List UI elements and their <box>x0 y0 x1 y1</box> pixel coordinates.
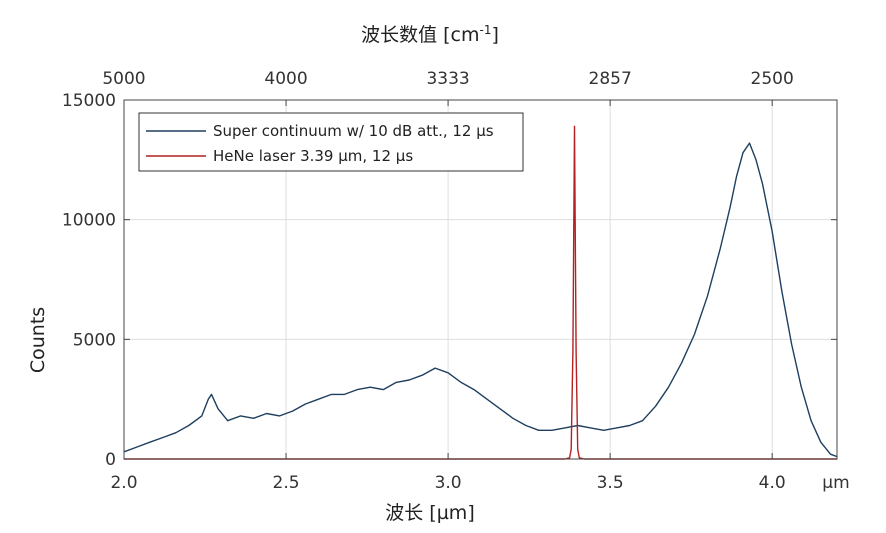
y-tick-label-0: 0 <box>105 450 116 470</box>
series-line-0 <box>123 142 838 458</box>
x2-tick-label-3: 2857 <box>589 69 632 89</box>
series-layer <box>123 125 838 460</box>
x-tick-label-3: 3.5 <box>597 473 624 493</box>
plot-frame <box>123 99 838 460</box>
x-axis-title: 波长 [µm] <box>385 502 474 524</box>
legend-label-hene-laser: HeNe laser 3.39 µm, 12 µs <box>213 147 413 165</box>
x2-axis-title-main: 波长数值 [cm <box>361 24 479 46</box>
x2-axis-title: 波长数值 [cm-1] <box>361 23 499 46</box>
x2-tick-label-2: 3333 <box>426 69 469 89</box>
legend-label-super-continuum: Super continuum w/ 10 dB att., 12 µs <box>213 122 494 140</box>
x-tick-label-4: 4.0 <box>759 473 786 493</box>
x2-axis-title-end: ] <box>491 24 498 46</box>
x2-tick-label-0: 5000 <box>102 69 145 89</box>
legend-box <box>138 112 524 172</box>
y-tick-label-1: 5000 <box>73 330 116 350</box>
y-axis-title: Counts <box>27 307 49 373</box>
x-axis-unit: µm <box>822 473 849 493</box>
tick-labels: 2.0 2.5 3.0 3.5 4.0 5000 4000 3333 2857 2500 0 5000… <box>62 69 794 493</box>
x-tick-label-0: 2.0 <box>110 473 137 493</box>
y-tick-label-3: 15000 <box>62 91 116 111</box>
legend: Super continuum w/ 10 dB att., 12 µs HeN… <box>138 112 524 172</box>
x2-tick-label-4: 2500 <box>751 69 794 89</box>
axis-ticks <box>123 99 837 460</box>
x2-tick-label-1: 4000 <box>264 69 307 89</box>
x2-axis-title-sup: -1 <box>480 23 492 37</box>
x-tick-label-2: 3.0 <box>435 473 462 493</box>
y-tick-label-2: 10000 <box>62 211 116 231</box>
series-line-1 <box>124 125 837 460</box>
x-tick-label-1: 2.5 <box>273 473 300 493</box>
